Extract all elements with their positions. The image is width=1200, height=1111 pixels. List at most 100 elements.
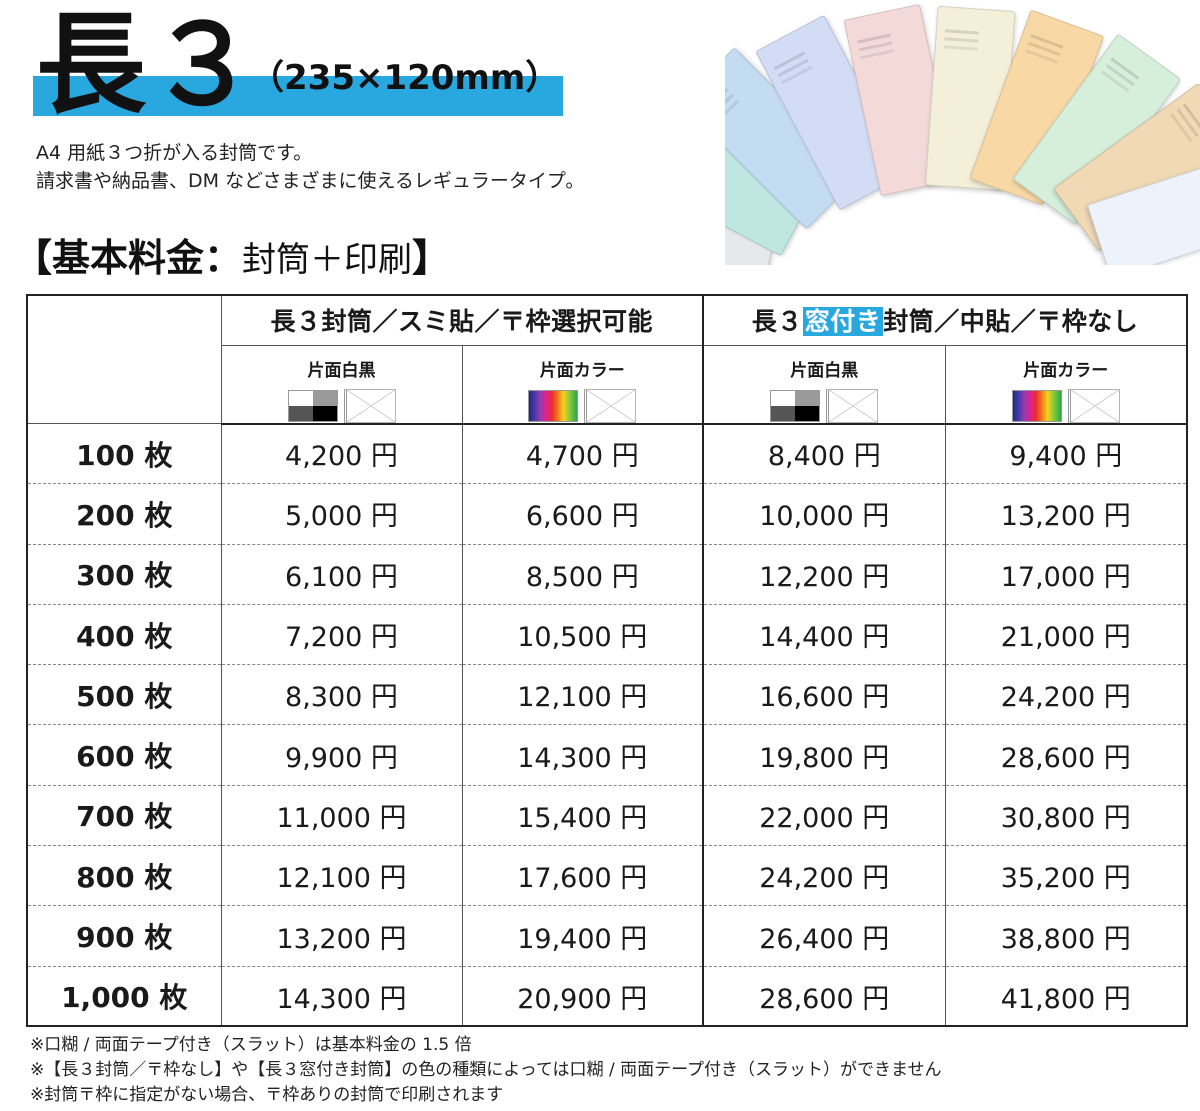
quantity-cell: 700 枚	[27, 785, 221, 847]
price-cell: 28,600 円	[944, 724, 1188, 786]
price-cell: 41,800 円	[944, 966, 1188, 1027]
price-cell: 4,200 円	[220, 423, 462, 485]
page-title: 長３	[36, 1, 260, 129]
price-cell: 30,800 円	[944, 785, 1188, 847]
color-swatch-icon	[1011, 389, 1062, 422]
price-cell: 17,000 円	[944, 544, 1188, 605]
price-cell: 12,100 円	[220, 845, 462, 907]
quantity-cell: 900 枚	[27, 905, 221, 967]
quantity-cell: 300 枚	[27, 544, 221, 605]
envelope-size: （235×120mm）	[250, 58, 560, 98]
table-row: 900 枚 13,200 円 19,400 円 26,400 円 38,800 …	[27, 905, 1188, 967]
group-header-window-suffix: 封筒／中貼／〒枠なし	[883, 307, 1139, 337]
envelope-outline-icon	[584, 388, 637, 423]
table-corner-cell	[27, 295, 221, 424]
envelope-fan-photo	[725, 0, 1200, 265]
price-cell: 19,800 円	[702, 724, 946, 786]
quantity-cell: 800 枚	[27, 845, 221, 907]
sub-header-label: 片面白黒	[307, 360, 376, 381]
footnotes: ※口糊 / 両面テープ付き（スラット）は基本料金の 1.5 倍 ※【長３封筒／〒…	[30, 1033, 942, 1108]
price-cell: 20,900 円	[461, 966, 704, 1027]
envelope-outline-icon	[826, 388, 879, 423]
section-title-light: 封筒＋印刷	[242, 240, 413, 280]
price-cell: 24,200 円	[944, 664, 1188, 726]
group-header-window-prefix: 長３	[751, 307, 803, 337]
footnote: ※口糊 / 両面テープ付き（スラット）は基本料金の 1.5 倍	[30, 1035, 472, 1055]
price-cell: 8,300 円	[220, 664, 462, 726]
price-cell: 16,600 円	[702, 664, 946, 726]
quantity-cell: 1,000 枚	[61, 981, 188, 1015]
price-cell: 21,000 円	[944, 604, 1188, 666]
price-cell: 17,600 円	[461, 845, 704, 907]
description-line-1: A4 用紙３つ折が入る封筒です。	[36, 142, 313, 164]
envelope-outline-icon	[1067, 388, 1120, 423]
sub-header-color: 片面カラー	[461, 345, 704, 425]
price-cell: 8,500 円	[461, 544, 704, 605]
sub-header-mono: 片面白黒	[220, 345, 462, 425]
price-cell: 24,200 円	[702, 845, 946, 907]
price-cell: 5,000 円	[220, 483, 462, 545]
price-cell: 12,100 円	[461, 664, 704, 726]
footnote: ※【長３封筒／〒枠なし】や【長３窓付き封筒】の色の種類によっては口糊 / 両面テ…	[30, 1060, 942, 1080]
quantity-cell: 400 枚	[27, 604, 221, 666]
description: A4 用紙３つ折が入る封筒です。 請求書や納品書、DM などさまざまに使えるレギ…	[36, 139, 584, 195]
price-cell: 9,400 円	[944, 423, 1188, 485]
price-cell: 6,600 円	[461, 483, 704, 545]
section-title-bold: 【基本料金：	[14, 236, 243, 280]
price-cell: 35,200 円	[944, 845, 1188, 907]
description-line-2: 請求書や納品書、DM などさまざまに使えるレギュラータイプ。	[36, 170, 585, 192]
price-cell: 38,800 円	[944, 905, 1188, 967]
price-cell: 26,400 円	[702, 905, 946, 967]
table-row: 800 枚 12,100 円 17,600 円 24,200 円 35,200 …	[27, 845, 1188, 907]
price-cell: 10,500 円	[461, 604, 704, 666]
sub-header-label: 片面カラー	[1023, 360, 1109, 381]
price-cell: 22,000 円	[702, 785, 946, 847]
price-cell: 14,300 円	[220, 966, 462, 1027]
price-cell: 11,000 円	[220, 785, 462, 847]
price-table: 長３封筒／スミ貼／〒枠選択可能 長３窓付き封筒／中貼／〒枠なし 片面白黒 片面カ…	[26, 294, 1189, 1028]
price-cell: 14,400 円	[702, 604, 946, 666]
price-cell: 13,200 円	[220, 905, 462, 967]
price-cell: 4,700 円	[461, 423, 704, 485]
monochrome-swatch-icon	[287, 389, 338, 422]
envelope-outline-icon	[343, 388, 396, 423]
quantity-cell: 500 枚	[27, 664, 221, 726]
price-cell: 9,900 円	[220, 724, 462, 786]
group-header-regular: 長３封筒／スミ貼／〒枠選択可能	[220, 295, 704, 346]
quantity-cell: 100 枚	[27, 423, 221, 485]
title-underline-bar	[33, 76, 563, 116]
section-title-end: 】	[412, 236, 451, 280]
price-cell: 12,200 円	[702, 544, 946, 605]
footnote: ※封筒〒枠に指定がない場合、〒枠ありの封筒で印刷されます	[30, 1085, 504, 1105]
price-cell: 19,400 円	[461, 905, 704, 967]
sub-header-color-window: 片面カラー	[944, 345, 1188, 425]
table-row: 100 枚 4,200 円 4,700 円 8,400 円 9,400 円	[27, 423, 1188, 485]
print-icons	[704, 388, 945, 423]
group-header-window: 長３窓付き封筒／中貼／〒枠なし	[702, 295, 1188, 346]
price-cell: 28,600 円	[702, 966, 946, 1027]
table-row: 200 枚 5,000 円 6,600 円 10,000 円 13,200 円	[27, 483, 1188, 545]
print-icons	[946, 388, 1187, 423]
price-cell: 10,000 円	[702, 483, 946, 545]
table-row: 600 枚 9,900 円 14,300 円 19,800 円 28,600 円	[27, 724, 1188, 786]
table-row: 500 枚 8,300 円 12,100 円 16,600 円 24,200 円	[27, 664, 1188, 726]
price-cell: 14,300 円	[461, 724, 704, 786]
price-cell: 13,200 円	[944, 483, 1188, 545]
table-row: 700 枚 11,000 円 15,400 円 22,000 円 30,800 …	[27, 785, 1188, 847]
color-swatch-icon	[528, 389, 579, 422]
print-icons	[222, 388, 462, 423]
table-row: 400 枚 7,200 円 10,500 円 14,400 円 21,000 円	[27, 604, 1188, 666]
sub-header-label: 片面カラー	[539, 360, 625, 381]
price-cell: 6,100 円	[220, 544, 462, 605]
section-title: 【基本料金：封筒＋印刷】	[14, 230, 450, 288]
price-rows: 100 枚 4,200 円 4,700 円 8,400 円 9,400 円 20…	[27, 423, 1188, 1027]
table-row: 1,000 枚 14,300 円 20,900 円 28,600 円 41,80…	[27, 966, 1188, 1027]
window-highlight-label: 窓付き	[802, 307, 884, 337]
monochrome-swatch-icon	[770, 389, 821, 422]
table-row: 300 枚 6,100 円 8,500 円 12,200 円 17,000 円	[27, 544, 1188, 605]
print-icons	[463, 388, 703, 423]
price-cell: 15,400 円	[461, 785, 704, 847]
sub-header-label: 片面白黒	[790, 360, 859, 381]
quantity-cell: 600 枚	[27, 724, 221, 786]
sub-header-mono-window: 片面白黒	[702, 345, 946, 425]
